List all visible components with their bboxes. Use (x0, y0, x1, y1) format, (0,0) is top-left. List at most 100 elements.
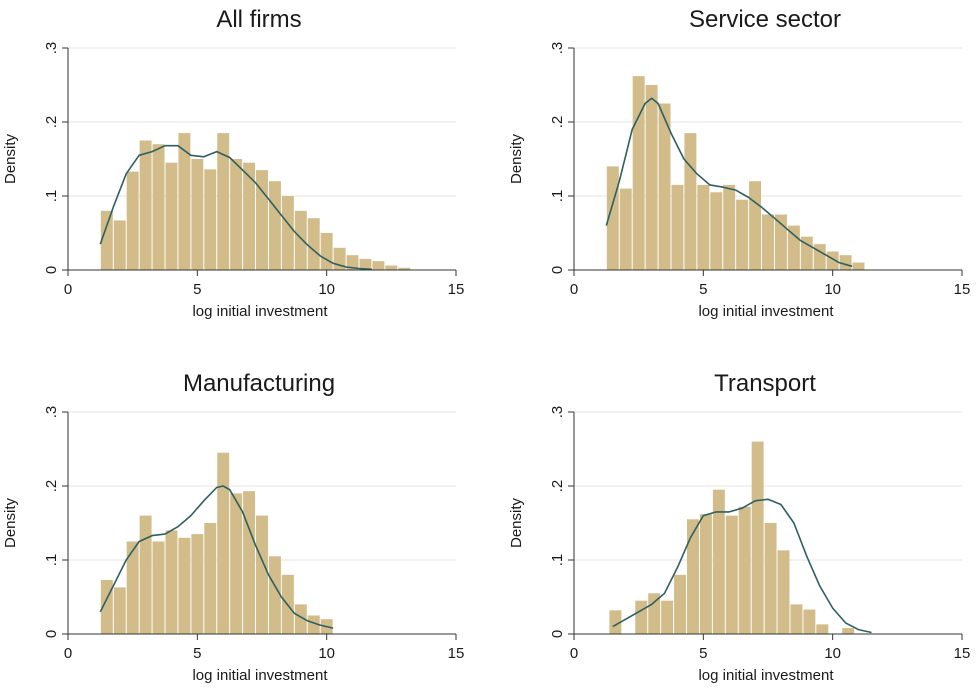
histogram-bar (191, 159, 204, 270)
histogram-bar (787, 225, 800, 270)
histogram-bar (699, 514, 712, 634)
histogram-bar (684, 133, 697, 270)
y-axis-label: Density (2, 133, 19, 184)
histogram-bar (230, 159, 243, 270)
chart-panel-2: 0 5 10 15 0 .1 .2 .3 Service sector log initial i… (508, 6, 970, 320)
y-tick-label: 0 (43, 266, 60, 274)
histogram-bar (658, 103, 671, 270)
histogram-bar (648, 593, 661, 634)
y-tick-label: 0 (549, 266, 566, 274)
x-tick-label: 10 (824, 645, 841, 662)
histogram-bar (774, 214, 787, 270)
y-tick-label: .2 (549, 116, 566, 129)
histogram-bar (268, 556, 281, 634)
x-tick-label: 15 (448, 281, 465, 298)
x-tick-label: 0 (64, 645, 72, 662)
histogram-bar (307, 615, 320, 634)
histogram-bar (113, 220, 126, 270)
x-tick-label: 5 (699, 281, 707, 298)
histogram-bar (333, 247, 346, 270)
histogram-bar (320, 233, 333, 270)
histogram-bar (256, 170, 268, 270)
histogram-bar (178, 133, 191, 270)
histogram-bar (852, 262, 865, 270)
histogram-bar (191, 534, 204, 634)
histogram-bar (243, 162, 256, 270)
density-line (612, 498, 872, 634)
density-line (99, 485, 334, 629)
histogram-bar (710, 192, 723, 270)
histogram-bar (126, 171, 139, 270)
y-tick-label: .1 (549, 190, 566, 203)
histogram-bar (126, 541, 139, 634)
histogram-bar (816, 624, 829, 634)
x-tick-label: 5 (193, 645, 201, 662)
histogram-bar (723, 184, 736, 270)
histogram-bar (687, 519, 699, 634)
histogram-bar (777, 550, 790, 634)
y-tick-label: .3 (549, 42, 566, 55)
y-axis-label: Density (2, 497, 19, 548)
histogram-bar (697, 184, 710, 270)
histogram-bar (764, 523, 777, 634)
x-axis-label: log initial investment (698, 667, 834, 684)
histogram-bar (398, 267, 411, 270)
histogram-bar (839, 255, 852, 270)
histogram-bar (204, 523, 217, 634)
histogram-bar (100, 579, 113, 634)
histogram-bar (749, 181, 762, 270)
histogram-bar (100, 210, 113, 270)
histogram-bar (635, 600, 648, 634)
chart-title: Transport (714, 370, 816, 397)
histogram-bar (736, 199, 749, 270)
y-tick-label: .1 (43, 190, 60, 203)
y-tick-label: .3 (549, 406, 566, 419)
histogram-bar (842, 628, 855, 634)
x-tick-label: 15 (954, 281, 971, 298)
x-tick-label: 10 (318, 281, 335, 298)
histogram-bar (632, 76, 645, 271)
x-tick-label: 0 (570, 281, 578, 298)
chart-title: Service sector (689, 6, 841, 33)
y-axis-label: Density (508, 497, 525, 548)
histogram-bar (152, 541, 165, 634)
histogram-bar (204, 169, 217, 270)
histogram-bar (712, 489, 725, 634)
y-tick-label: .1 (43, 554, 60, 567)
histogram-bar (139, 515, 152, 634)
x-axis-label: log initial investment (698, 303, 834, 320)
histogram-bar (294, 210, 307, 270)
histogram-bar (307, 218, 320, 270)
histogram-bar (671, 184, 684, 270)
histogram-bar (165, 162, 178, 270)
histogram-bar (165, 530, 178, 634)
histogram-bar (645, 85, 658, 270)
chart-panel-3: 0 5 10 15 0 .1 .2 .3 Manufacturing log initial in… (2, 370, 464, 684)
histogram-bar (256, 515, 268, 634)
chart-panel-1: 0 5 10 15 0 .1 .2 .3 All firms log initial invest… (2, 6, 464, 320)
histogram-bar (139, 140, 152, 270)
chart-title: All firms (216, 6, 301, 33)
histogram-bar (281, 196, 294, 270)
histogram-bar (243, 491, 256, 634)
y-tick-label: 0 (549, 630, 566, 638)
density-line (99, 144, 372, 271)
histogram-bar (346, 255, 359, 270)
density-line (605, 97, 853, 268)
histogram-bar (800, 236, 813, 270)
x-tick-label: 5 (193, 281, 201, 298)
y-tick-label: .3 (43, 42, 60, 55)
y-tick-label: 0 (43, 630, 60, 638)
histogram-bar (619, 188, 632, 270)
histogram-bar (217, 452, 230, 634)
histogram-bar (738, 506, 751, 634)
histogram-bar (152, 144, 165, 270)
histogram-bar (813, 244, 826, 270)
histogram-bar (762, 214, 774, 270)
x-tick-label: 0 (64, 281, 72, 298)
histogram-bar (359, 258, 372, 270)
x-tick-label: 15 (954, 645, 971, 662)
histogram-bar (609, 610, 622, 634)
histogram-bar (661, 600, 674, 634)
